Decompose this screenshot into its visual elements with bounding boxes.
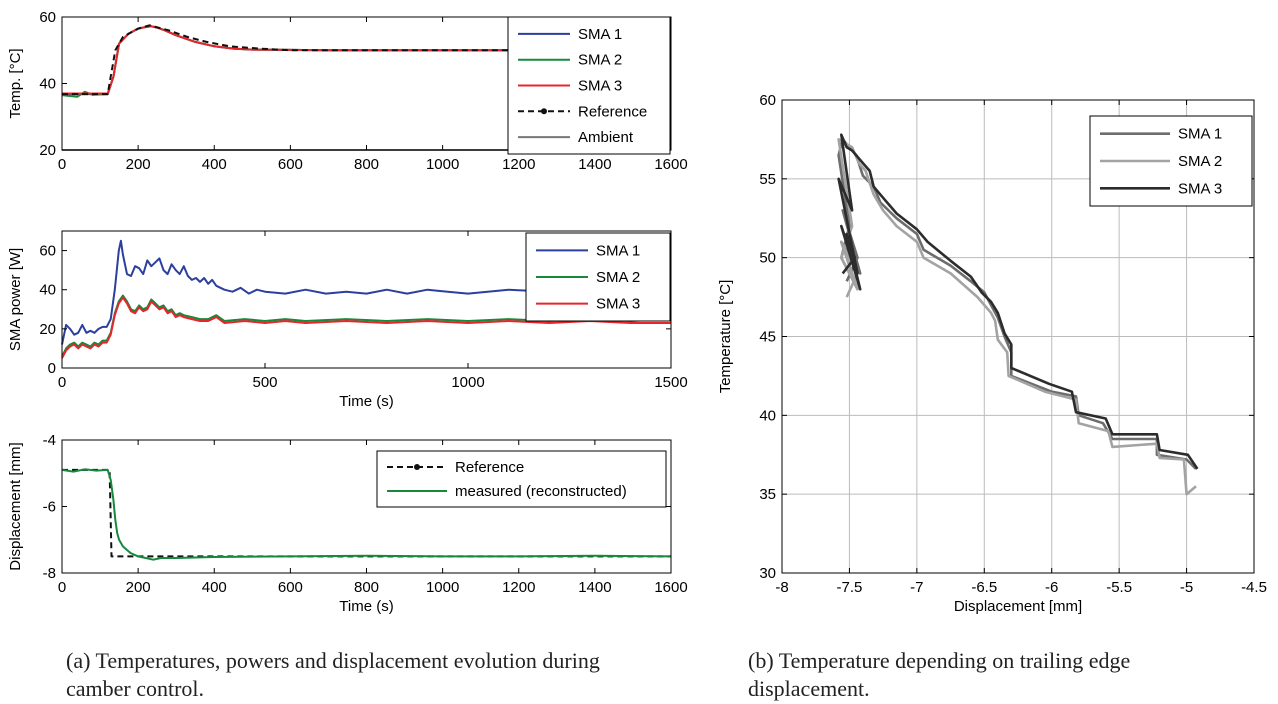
y-tick-label: 50 [759, 250, 776, 267]
y-tick-label: 20 [39, 142, 56, 159]
y-tick-label: 40 [39, 76, 56, 93]
x-axis-label: Displacement [mm] [954, 598, 1082, 615]
x-tick-label: 1200 [502, 579, 535, 596]
series-sma-2 [61, 294, 672, 357]
legend-label: SMA 3 [578, 78, 622, 95]
x-axis-label: Time (s) [339, 598, 393, 615]
chart-tdisp: -8 -7.5 -7 -6.5 -6 -5.5 -5 -4.5 30 35 40 45 50 55 60 Di… [717, 92, 1267, 615]
legend-label: SMA 2 [1178, 153, 1222, 170]
y-tick-label: 60 [759, 92, 776, 109]
chart-temp: 0 200 400 600 800 1000 1200 1400 1600 20 40 60 Temp.… [7, 9, 688, 173]
chart-power: 0 500 1000 1500 0 20 40 60 Time (s) SMA power [W]… [7, 230, 688, 410]
x-axis-label: Time (s) [339, 393, 393, 410]
series-measured-reconstructed- [61, 468, 672, 561]
series-sma-3 [61, 296, 671, 359]
x-tick-label: -7 [910, 579, 923, 596]
y-axis-label: Temp. [°C] [7, 48, 24, 118]
x-tick-label: -8 [775, 579, 788, 596]
x-tick-label: 0 [58, 579, 66, 596]
x-tick-label: 0 [58, 156, 66, 173]
legend: SMA 1 SMA 2 SMA 3 [525, 232, 671, 322]
legend-marker [541, 108, 547, 115]
x-tick-label: -7.5 [836, 579, 862, 596]
chart-disp: 0 200 400 600 800 1000 1200 1400 1600 -8 -6 -4 Time … [7, 432, 688, 615]
y-tick-label: 60 [39, 9, 56, 26]
legend: Reference measured (reconstructed) [376, 450, 667, 508]
x-tick-label: 600 [278, 156, 303, 173]
x-tick-label: 800 [354, 156, 379, 173]
y-axis-label: Temperature [°C] [717, 280, 734, 394]
y-tick-label: 45 [759, 329, 776, 346]
x-tick-label: -6 [1045, 579, 1058, 596]
y-tick-label: 40 [39, 282, 56, 299]
legend-box [376, 450, 667, 508]
x-tick-label: 0 [58, 374, 66, 391]
legend-label: SMA 2 [596, 269, 640, 286]
legend-label: SMA 1 [578, 26, 622, 43]
x-tick-label: 400 [202, 579, 227, 596]
x-tick-label: 1500 [654, 374, 687, 391]
x-tick-label: 1400 [578, 156, 611, 173]
legend-label: Reference [578, 103, 647, 120]
legend-label: SMA 3 [596, 296, 640, 313]
y-tick-label: 20 [39, 321, 56, 338]
y-tick-label: 60 [39, 243, 56, 260]
legend: SMA 1 SMA 2 SMA 3 [1089, 115, 1253, 207]
legend-label: SMA 1 [1178, 126, 1222, 143]
x-tick-label: -5 [1180, 579, 1193, 596]
y-tick-label: 55 [759, 171, 776, 188]
x-tick-label: 1000 [426, 579, 459, 596]
y-tick-label: -8 [43, 565, 56, 582]
caption-a: (a) Temperatures, powers and displacemen… [66, 648, 600, 701]
legend-label: SMA 3 [1178, 180, 1222, 197]
y-tick-label: -6 [43, 499, 56, 516]
legend-label: SMA 2 [578, 52, 622, 69]
y-tick-label: 40 [759, 407, 776, 424]
x-tick-label: 1600 [654, 156, 687, 173]
legend-label: Ambient [578, 129, 634, 146]
series-reference [62, 24, 671, 96]
legend-label: Reference [455, 459, 524, 476]
x-tick-label: 1000 [451, 374, 484, 391]
series-sma-3 [837, 133, 1199, 470]
legend: SMA 1 SMA 2 SMA 3 Reference Ambient [507, 16, 671, 155]
legend-marker [414, 464, 420, 470]
y-tick-label: 30 [759, 565, 776, 582]
x-tick-label: 400 [202, 156, 227, 173]
y-axis-label: Displacement [mm] [7, 442, 24, 570]
series-sma-1 [61, 239, 672, 345]
x-tick-label: 200 [126, 156, 151, 173]
x-tick-label: 1200 [502, 156, 535, 173]
x-tick-label: 1400 [578, 579, 611, 596]
x-tick-label: -6.5 [971, 579, 997, 596]
axes-frame [61, 230, 672, 369]
y-tick-label: -4 [43, 432, 56, 449]
legend-label: measured (reconstructed) [455, 483, 627, 500]
y-tick-label: 0 [48, 360, 56, 377]
legend-label: SMA 1 [596, 242, 640, 259]
x-tick-label: 800 [354, 579, 379, 596]
caption-b: (b) Temperature depending on trailing ed… [748, 648, 1131, 701]
y-axis-label: SMA power [W] [7, 248, 24, 351]
x-tick-label: 200 [126, 579, 151, 596]
y-tick-label: 35 [759, 486, 776, 503]
x-tick-label: 600 [278, 579, 303, 596]
x-tick-label: 1600 [654, 579, 687, 596]
x-tick-label: 1000 [426, 156, 459, 173]
x-tick-label: -5.5 [1106, 579, 1132, 596]
x-tick-label: -4.5 [1241, 579, 1267, 596]
x-tick-label: 500 [252, 374, 277, 391]
